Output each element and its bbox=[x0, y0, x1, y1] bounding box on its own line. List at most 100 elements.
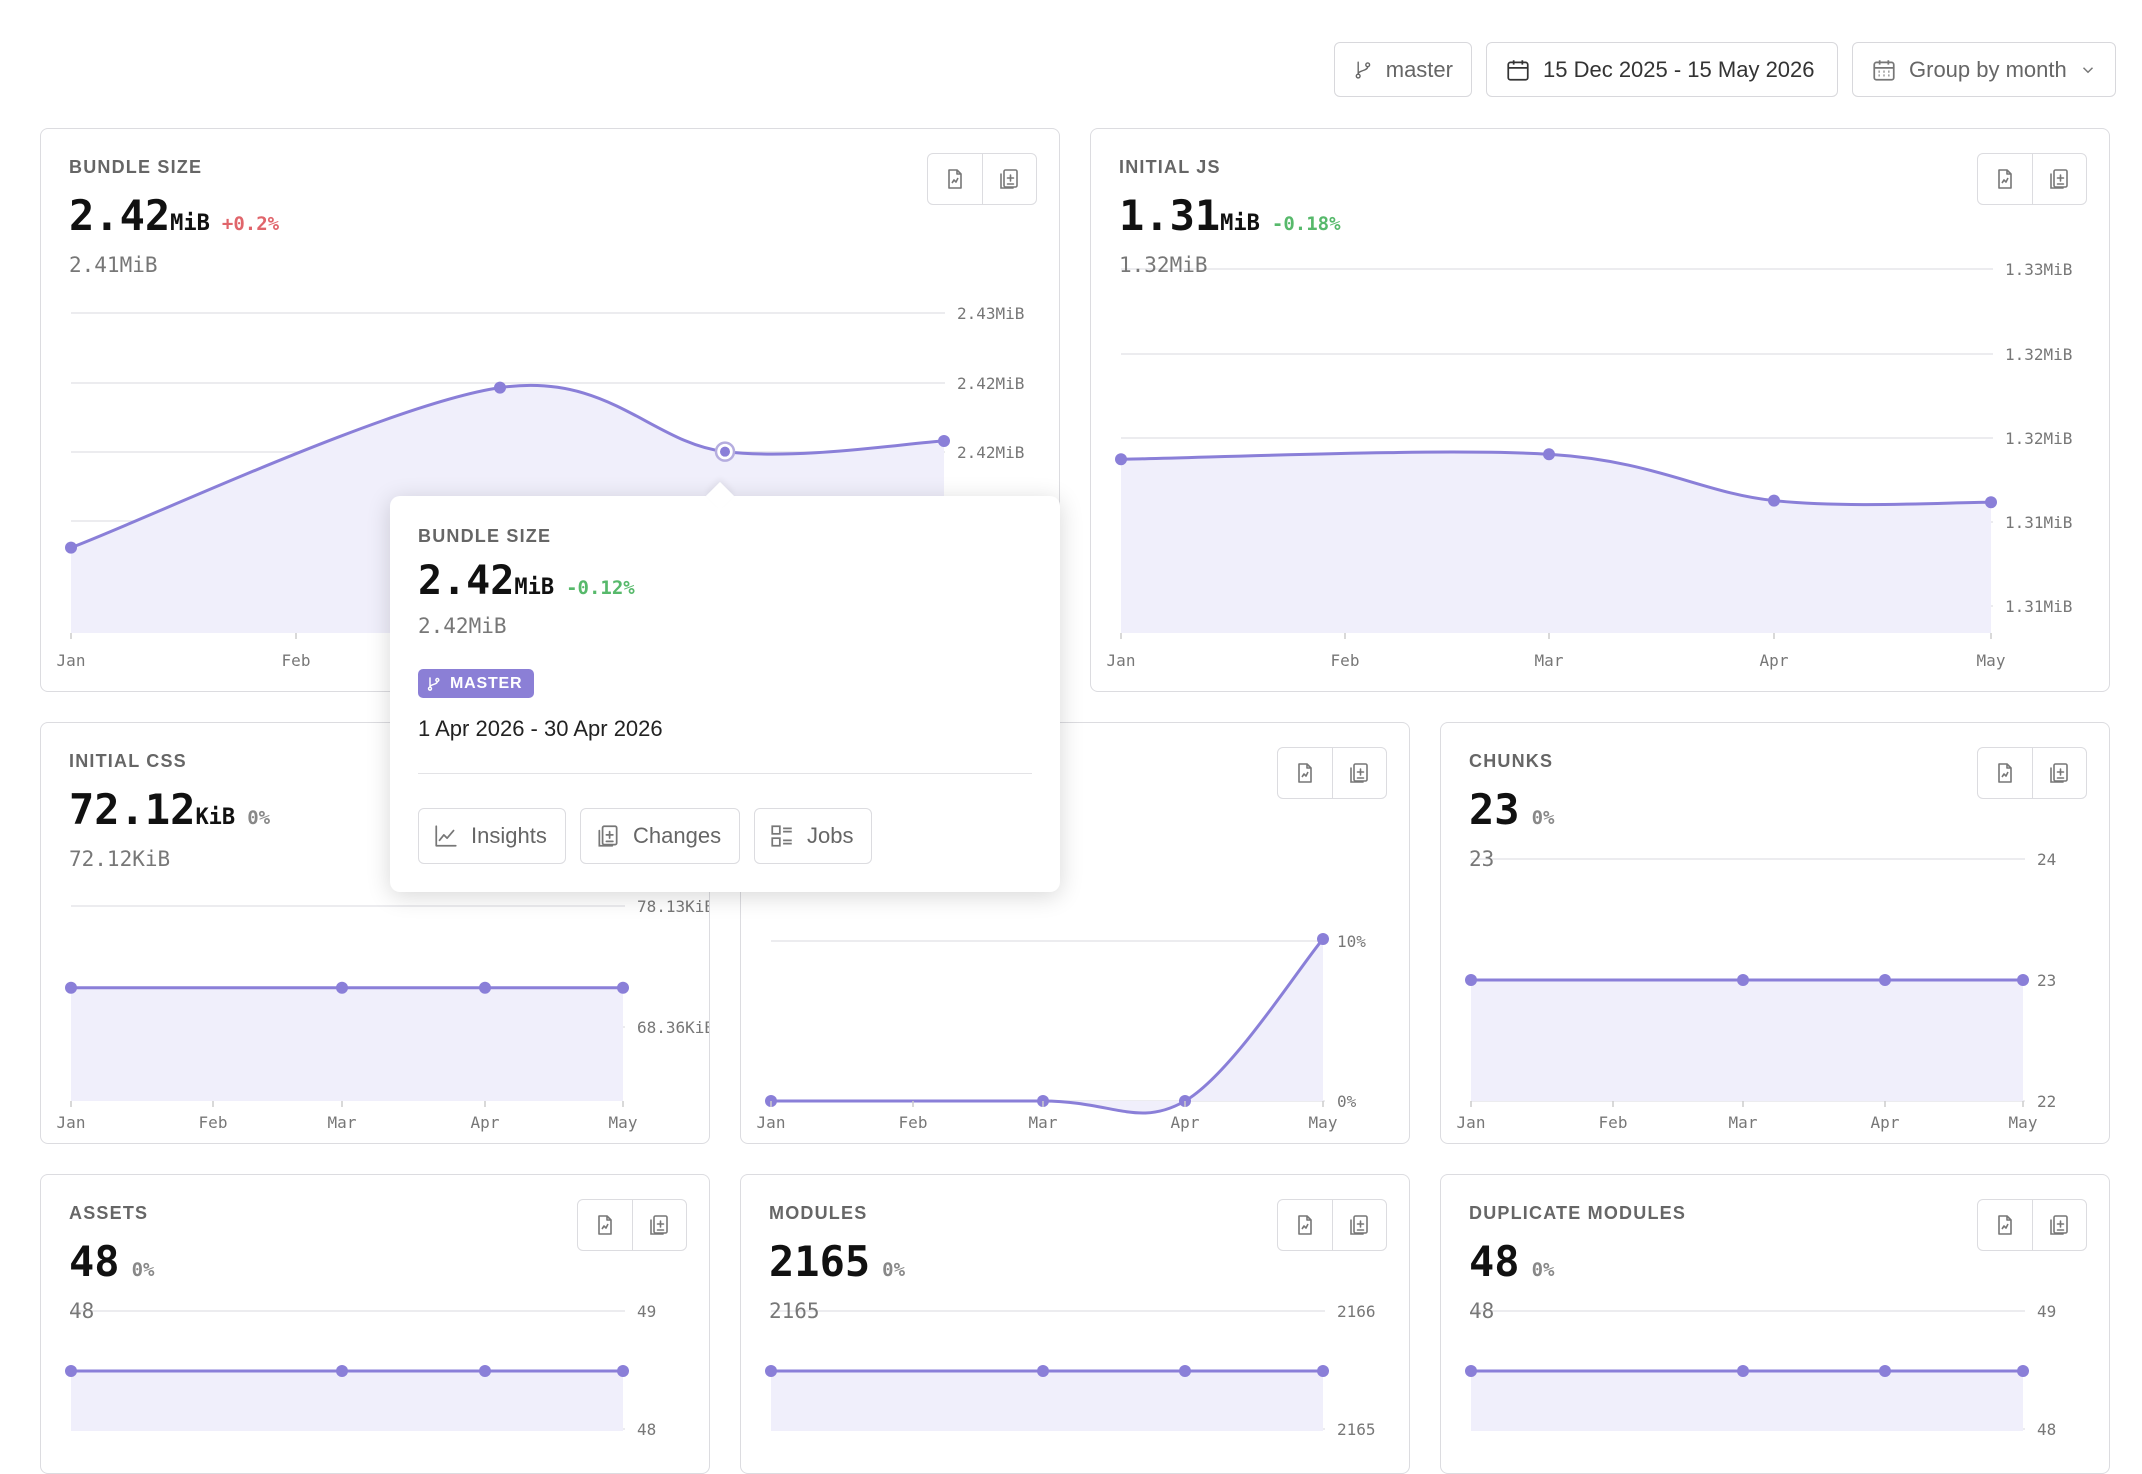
data-point[interactable] bbox=[617, 981, 629, 994]
card-value: 23 0% bbox=[1469, 785, 1554, 834]
compare-icon bbox=[2050, 1215, 2069, 1235]
y-tick-label: 24 bbox=[2037, 850, 2056, 869]
chart-duplicate-modules: 49 48 bbox=[1465, 1302, 2056, 1439]
data-point[interactable] bbox=[336, 1365, 348, 1377]
data-point[interactable] bbox=[1737, 974, 1749, 986]
x-tick-label: Mar bbox=[1535, 651, 1564, 670]
group-by-select[interactable]: Group by month bbox=[1852, 42, 2116, 97]
x-tick-label: Apr bbox=[1871, 1113, 1900, 1132]
data-point[interactable] bbox=[1317, 1365, 1329, 1377]
area-fill bbox=[71, 987, 623, 1101]
data-point[interactable] bbox=[2017, 1365, 2029, 1377]
y-tick-label: 68.36KiB bbox=[637, 1018, 710, 1037]
data-point[interactable] bbox=[765, 1365, 777, 1377]
data-point[interactable] bbox=[65, 1365, 77, 1377]
git-branch-icon bbox=[1355, 61, 1371, 79]
data-point[interactable] bbox=[479, 981, 491, 994]
card-delta: 0% bbox=[247, 807, 271, 829]
report-button[interactable] bbox=[1978, 748, 2032, 798]
insights-button[interactable]: Insights bbox=[418, 808, 566, 864]
data-point[interactable] bbox=[1465, 974, 1477, 986]
report-icon bbox=[1297, 763, 1312, 783]
list-icon bbox=[771, 825, 792, 847]
tooltip-title: BUNDLE SIZE bbox=[418, 526, 552, 546]
compare-button[interactable] bbox=[2031, 154, 2087, 204]
compare-icon bbox=[598, 825, 618, 847]
card-delta: 0% bbox=[131, 1259, 155, 1281]
card-value-number: 2165 bbox=[769, 1237, 871, 1286]
series-line bbox=[1120, 450, 1992, 507]
x-tick-label: Jan bbox=[57, 1113, 86, 1132]
data-point[interactable] bbox=[1985, 496, 1997, 509]
y-tick-label: 23 bbox=[2037, 971, 2056, 990]
compare-button[interactable] bbox=[2031, 1200, 2087, 1250]
data-point[interactable] bbox=[617, 1365, 629, 1377]
y-tick-label: 2.42MiB bbox=[957, 374, 1024, 393]
x-tick-label: May bbox=[609, 1113, 638, 1132]
group-by-label: Group by month bbox=[1909, 56, 2067, 82]
data-point[interactable] bbox=[1543, 448, 1555, 461]
data-point[interactable] bbox=[1737, 1365, 1749, 1377]
data-point-highlighted-core bbox=[720, 446, 730, 457]
card-value-unit: MiB bbox=[170, 211, 210, 236]
data-point[interactable] bbox=[1879, 1365, 1891, 1377]
data-point[interactable] bbox=[1037, 1365, 1049, 1377]
data-point[interactable] bbox=[65, 981, 77, 994]
x-tick-label: Feb bbox=[1599, 1113, 1628, 1132]
data-point[interactable] bbox=[1115, 453, 1127, 466]
data-point[interactable] bbox=[65, 541, 77, 554]
data-point[interactable] bbox=[1465, 1365, 1477, 1377]
data-point[interactable] bbox=[1768, 494, 1780, 507]
report-button[interactable] bbox=[1978, 154, 2032, 204]
report-button[interactable] bbox=[578, 1200, 632, 1250]
card-value-unit: MiB bbox=[1220, 211, 1260, 236]
compare-button[interactable] bbox=[1331, 1200, 1387, 1250]
data-point[interactable] bbox=[1179, 1365, 1191, 1377]
date-range-label: 15 Dec 2025 - 15 May 2026 bbox=[1543, 56, 1815, 82]
report-button[interactable] bbox=[1278, 1200, 1332, 1250]
calendar-icon bbox=[1507, 59, 1529, 81]
y-tick-label: 1.31MiB bbox=[2005, 597, 2072, 616]
data-point[interactable] bbox=[938, 435, 950, 447]
x-tick-label: Jan bbox=[1107, 651, 1136, 670]
date-range-picker[interactable]: 15 Dec 2025 - 15 May 2026 bbox=[1486, 42, 1838, 97]
x-tick-label: Jan bbox=[757, 1113, 786, 1132]
area-fill bbox=[1471, 980, 2023, 1101]
compare-icon bbox=[2050, 763, 2069, 783]
report-button[interactable] bbox=[928, 154, 982, 204]
chart-chunks: 24 23 22 Jan Feb Mar Apr May bbox=[1457, 850, 2057, 1132]
changes-button[interactable]: Changes bbox=[580, 808, 740, 864]
branch-selector[interactable]: master bbox=[1334, 42, 1472, 97]
data-point[interactable] bbox=[479, 1365, 491, 1377]
compare-icon bbox=[650, 1215, 669, 1235]
card-value-number: 23 bbox=[1469, 785, 1520, 834]
card-baseline: 48 bbox=[69, 1299, 95, 1323]
x-tick-label: Feb bbox=[199, 1113, 228, 1132]
data-point[interactable] bbox=[1317, 933, 1329, 945]
branch-label: master bbox=[1385, 56, 1453, 82]
data-point[interactable] bbox=[2017, 974, 2029, 986]
data-point[interactable] bbox=[494, 381, 506, 394]
y-tick-label: 2.42MiB bbox=[957, 443, 1024, 462]
git-branch-icon bbox=[427, 676, 440, 691]
compare-button[interactable] bbox=[1331, 748, 1387, 798]
area-fill bbox=[771, 1371, 1323, 1431]
compare-button[interactable] bbox=[2031, 748, 2087, 798]
report-button[interactable] bbox=[1978, 1200, 2032, 1250]
x-tick-label: Apr bbox=[1760, 651, 1789, 670]
x-tick-label: Mar bbox=[1029, 1113, 1058, 1132]
x-tick-label: Jan bbox=[57, 651, 86, 670]
report-button[interactable] bbox=[1278, 748, 1332, 798]
data-point[interactable] bbox=[1879, 974, 1891, 986]
data-point[interactable] bbox=[336, 981, 348, 994]
insights-label: Insights bbox=[471, 823, 547, 848]
report-icon bbox=[1997, 1215, 2012, 1235]
compare-button[interactable] bbox=[631, 1200, 687, 1250]
jobs-button[interactable]: Jobs bbox=[754, 808, 872, 864]
card-actions bbox=[577, 1199, 687, 1251]
y-tick-label: 22 bbox=[2037, 1092, 2056, 1111]
compare-button[interactable] bbox=[981, 154, 1037, 204]
y-tick-label: 1.32MiB bbox=[2005, 429, 2072, 448]
chevron-down-icon bbox=[2082, 66, 2093, 73]
card-value-number: 72.12 bbox=[69, 785, 196, 834]
